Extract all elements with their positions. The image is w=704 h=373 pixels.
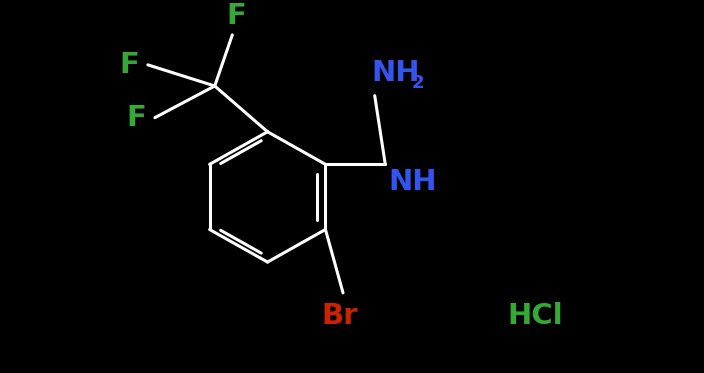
Text: HCl: HCl [507,302,563,330]
Text: F: F [127,104,146,132]
Text: F: F [226,1,246,29]
Text: NH: NH [371,59,420,87]
Text: Br: Br [321,302,358,330]
Text: NH: NH [389,168,437,196]
Text: 2: 2 [411,74,424,92]
Text: F: F [120,51,139,79]
